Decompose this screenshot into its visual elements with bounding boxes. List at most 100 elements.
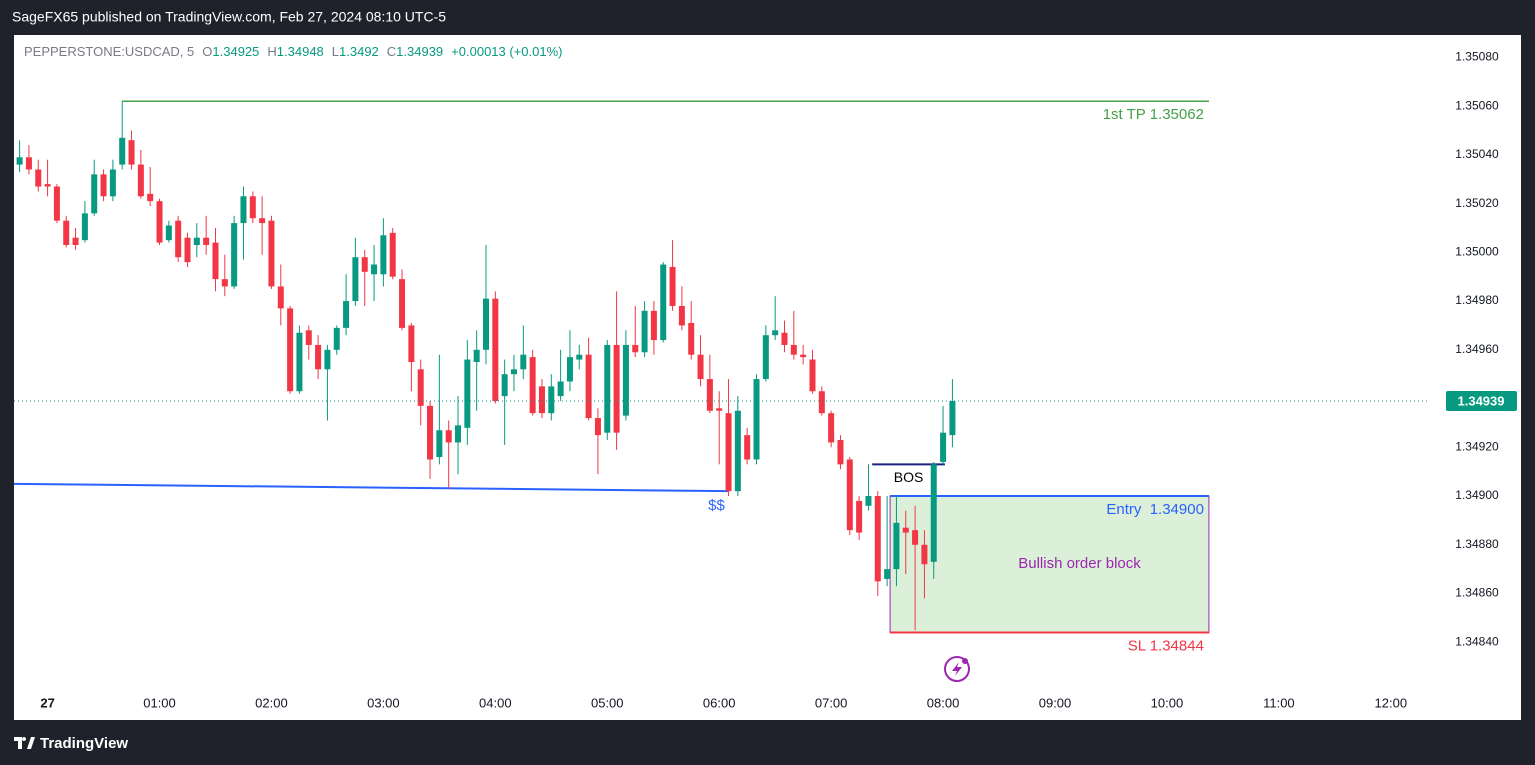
candle-body (632, 344, 639, 353)
candle-body (231, 223, 238, 287)
candle-body (828, 413, 835, 443)
candle-body (884, 569, 891, 579)
candle-body (921, 544, 928, 565)
candle-body (893, 522, 900, 570)
candle-body (800, 354, 807, 358)
candle-body (455, 425, 462, 443)
candle-body (72, 237, 79, 246)
candle-body (296, 332, 303, 392)
candle-body (212, 242, 219, 280)
last-price-box (1446, 390, 1517, 411)
legend-value: 1.3492 (339, 44, 379, 59)
last-price-label: 1.34939 (1458, 393, 1505, 408)
candle-body (417, 369, 424, 406)
candle-body (622, 344, 629, 416)
candle-body (333, 327, 340, 350)
candle-body (44, 184, 51, 187)
candle-body (464, 359, 471, 428)
candle-body (91, 174, 98, 214)
candle-body (305, 330, 312, 345)
x-tick-label: 05:00 (591, 695, 624, 710)
ohlc-legend: PEPPERSTONE:USDCAD, 5 O1.34925 H1.34948 L1.… (24, 44, 562, 59)
candle-body (35, 169, 42, 187)
candle-body (184, 237, 191, 263)
legend-value: 1.34948 (277, 44, 324, 59)
candle-body (762, 335, 769, 380)
legend-label: L (332, 44, 339, 59)
publisher-header: SageFX65 published on TradingView.com, F… (12, 9, 446, 25)
y-tick-label: 1.34980 (1455, 293, 1499, 307)
candle-body (501, 374, 508, 397)
y-tick-label: 1.35000 (1455, 245, 1499, 259)
candle-body (697, 354, 704, 380)
candle-body (688, 323, 695, 355)
candle-body (604, 344, 611, 433)
candle-body (53, 186, 60, 221)
logo-icon (14, 737, 35, 749)
legend-label: O (202, 44, 212, 59)
candle-body (930, 464, 937, 562)
candle-body (678, 305, 685, 326)
candle-body (529, 357, 536, 414)
candle-body (557, 381, 564, 397)
candle-body (445, 430, 452, 443)
candle-body (772, 330, 779, 336)
x-tick-label: 27 (40, 695, 54, 710)
candle-body (744, 435, 751, 460)
candle-body (343, 301, 350, 328)
candle-body (137, 164, 144, 197)
candle-body (277, 286, 284, 309)
candle-body (753, 379, 760, 460)
event-icon (944, 656, 970, 682)
x-tick-label: 06:00 (703, 695, 736, 710)
candle-body (268, 220, 275, 287)
liquidity-line (13, 482, 729, 493)
entry-label: Entry 1.34900 (1106, 501, 1204, 518)
candle-body (287, 308, 294, 392)
candle-body (706, 379, 713, 411)
candle-body (520, 354, 527, 370)
legend-label: C (387, 44, 396, 59)
y-tick-label: 1.34960 (1455, 342, 1499, 356)
candle-body (874, 496, 881, 582)
y-tick-label: 1.35040 (1455, 147, 1499, 161)
candle-body (473, 349, 480, 362)
candle-body (352, 257, 359, 302)
legend-value: 1.34939 (396, 44, 443, 59)
bos-label: BOS (894, 469, 924, 485)
candle-body (100, 174, 107, 197)
candle-body (949, 400, 956, 436)
candle-body (641, 310, 648, 353)
candle-body (380, 235, 387, 275)
legend-label: H (267, 44, 276, 59)
candle-body (940, 432, 947, 462)
candle-body (725, 413, 732, 492)
candle-body (315, 344, 322, 370)
candle-body (669, 266, 676, 306)
candle-body (566, 357, 573, 382)
candle-body (63, 220, 70, 246)
x-tick-label: 12:00 (1375, 695, 1408, 710)
y-tick-label: 1.35060 (1455, 98, 1499, 112)
candle-body (538, 386, 545, 414)
candle-body (119, 137, 126, 165)
candle-body (408, 325, 415, 362)
y-tick-label: 1.35020 (1455, 196, 1499, 210)
x-tick-label: 11:00 (1263, 695, 1295, 710)
x-tick-label: 08:00 (927, 695, 960, 710)
y-tick-label: 1.34920 (1455, 439, 1499, 453)
candle-body (576, 354, 583, 360)
candle-body (81, 213, 88, 241)
candle-body (147, 193, 154, 202)
logo (14, 737, 35, 749)
legend-value: 1.34925 (212, 44, 259, 59)
x-tick-label: 07:00 (815, 695, 848, 710)
x-tick-label: 09:00 (1039, 695, 1072, 710)
candle-body (650, 310, 657, 341)
y-tick-label: 1.34880 (1455, 537, 1499, 551)
y-tick-label: 1.35080 (1455, 50, 1499, 64)
candle-body (128, 140, 135, 165)
candle-body (221, 279, 228, 287)
order-block-label: Bullish order block (1018, 555, 1141, 572)
